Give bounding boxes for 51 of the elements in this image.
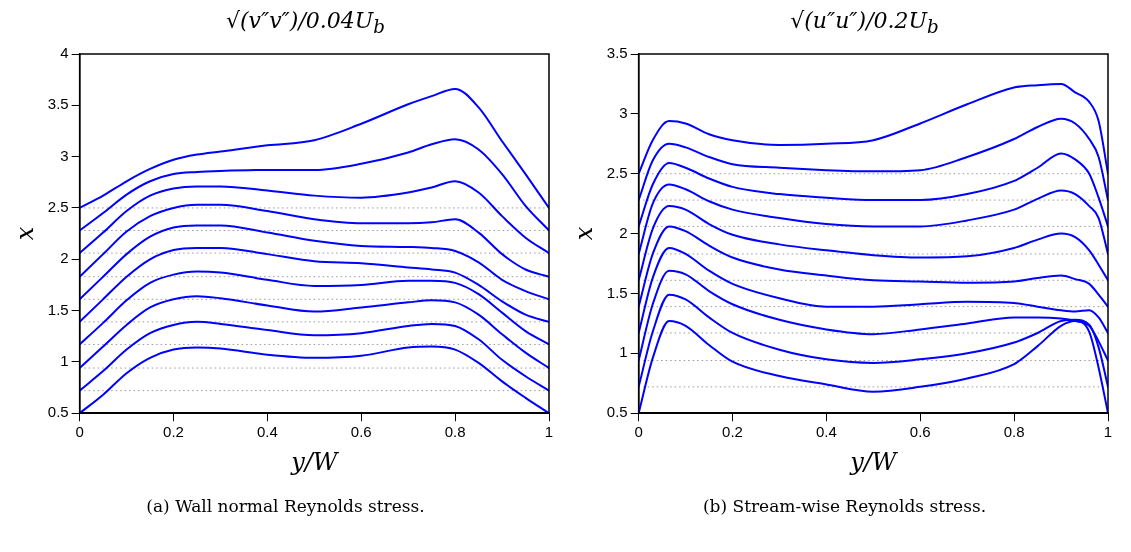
- line-series: [79, 203, 549, 278]
- x-axis-title: y/W: [290, 447, 340, 476]
- y-tick-label: 2: [60, 249, 69, 267]
- y-tick-label: 1.5: [47, 300, 69, 318]
- line-series: [638, 117, 1108, 202]
- y-axis-title: x: [569, 226, 598, 241]
- y-tick-label: 2.5: [606, 163, 628, 181]
- y-tick-label: 0.5: [47, 403, 69, 421]
- x-tick-label: 0: [634, 423, 643, 441]
- line-series: [638, 183, 1108, 255]
- y-tick-label: 1.5: [606, 283, 628, 301]
- line-series: [79, 295, 549, 370]
- x-tick-label: 0.6: [909, 423, 931, 441]
- x-tick-label: 1: [544, 423, 554, 441]
- x-tick-label: 0.6: [350, 423, 372, 441]
- line-series: [79, 224, 549, 301]
- x-tick-label: 0.4: [256, 423, 278, 441]
- x-tick-label: 0.4: [815, 423, 837, 441]
- y-tick-label: 4: [60, 44, 69, 62]
- line-series: [638, 205, 1108, 282]
- x-tick-label: 0.8: [444, 423, 466, 441]
- y-tick-label: 0.5: [606, 403, 628, 421]
- line-series: [79, 246, 549, 323]
- line-series: [79, 180, 549, 255]
- y-tick-label: 3.5: [606, 44, 628, 62]
- line-series: [79, 270, 549, 346]
- y-tick-label: 3: [60, 146, 69, 164]
- x-tick-label: 0: [75, 423, 84, 441]
- line-series: [638, 246, 1108, 334]
- chart-title: √(u″u″)/0.2U$_{b}$: [789, 8, 939, 40]
- text: (a) Wall normal Reynolds stress.: [146, 496, 425, 516]
- line-series: [79, 320, 549, 392]
- x-tick-label: 0.2: [722, 423, 743, 441]
- line-series: [638, 225, 1108, 308]
- y-tick-label: 3: [619, 104, 628, 122]
- y-tick-label: 3.5: [47, 95, 69, 113]
- y-tick-label: 1: [60, 352, 69, 370]
- y-tick-label: 2: [619, 223, 628, 241]
- x-tick-label: 0.8: [1003, 423, 1025, 441]
- x-tick-label: 1: [1103, 423, 1113, 441]
- line-series: [638, 152, 1108, 228]
- chart-title: √(v″v″)/0.04U$_{b}$: [224, 8, 386, 40]
- y-axis-title: x: [10, 226, 39, 241]
- x-tick-label: 0.2: [163, 423, 184, 441]
- y-tick-label: 1: [619, 343, 628, 361]
- line-series: [79, 138, 549, 232]
- text: (b) Stream-wise Reynolds stress.: [702, 496, 987, 516]
- x-axis-title: y/W: [849, 447, 899, 476]
- y-tick-label: 2.5: [47, 198, 69, 216]
- line-series: [79, 87, 549, 209]
- line-series: [638, 82, 1108, 175]
